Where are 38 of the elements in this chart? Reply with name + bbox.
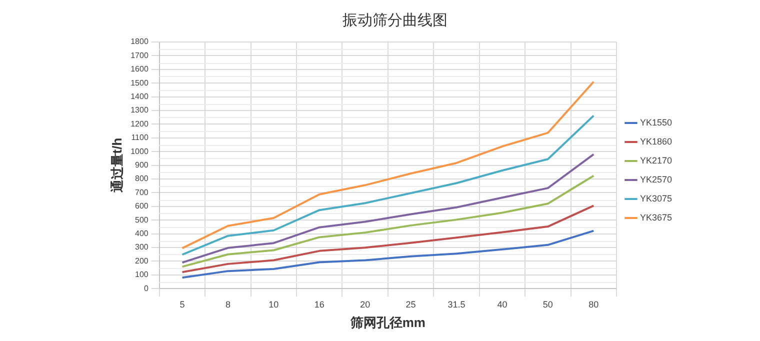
y-tick-label: 500 — [135, 215, 149, 224]
y-tick-label: 600 — [135, 202, 149, 211]
y-tick-label: 800 — [135, 174, 149, 184]
x-tick-label: 50 — [542, 299, 553, 310]
legend-label: YK3675 — [640, 212, 672, 222]
y-tick-label: 1000 — [130, 146, 149, 156]
y-tick-label: 200 — [135, 256, 149, 266]
legend-label: YK2570 — [640, 174, 672, 184]
y-tick-label: 1100 — [131, 133, 149, 142]
legend-label: YK1860 — [640, 136, 672, 146]
y-tick-label: 900 — [135, 160, 149, 170]
y-tick-label: 400 — [135, 229, 149, 238]
y-tick-label: 1200 — [130, 119, 149, 128]
legend-label: YK1550 — [640, 117, 672, 128]
x-tick-label: 25 — [406, 299, 416, 310]
y-tick-label: 100 — [135, 270, 149, 280]
y-tick-label: 1400 — [130, 92, 149, 102]
chart-title: 振动筛分曲线图 — [342, 12, 448, 30]
x-tick-label: 5 — [180, 299, 185, 310]
y-axis-title: 通过量t/h — [109, 138, 124, 194]
x-tick-label: 10 — [268, 299, 279, 310]
x-tick-label: 20 — [360, 299, 370, 310]
x-tick-label: 80 — [588, 299, 599, 310]
y-tick-label: 300 — [135, 242, 149, 252]
x-axis-title: 筛网孔径mm — [349, 314, 426, 330]
x-tick-label: 31.5 — [448, 299, 466, 310]
legend-label: YK3075 — [640, 193, 672, 204]
y-tick-label: 1500 — [130, 78, 149, 88]
y-tick-label: 1300 — [130, 106, 149, 115]
x-tick-label: 40 — [497, 299, 508, 310]
x-tick-label: 8 — [225, 299, 230, 310]
x-tick-label: 16 — [314, 299, 324, 310]
y-tick-label: 0 — [144, 284, 149, 293]
y-tick-label: 1800 — [130, 37, 149, 46]
legend-label: YK2170 — [640, 155, 672, 166]
y-tick-label: 1700 — [130, 50, 149, 60]
y-tick-label: 700 — [135, 188, 149, 197]
y-tick-label: 1600 — [130, 64, 149, 74]
